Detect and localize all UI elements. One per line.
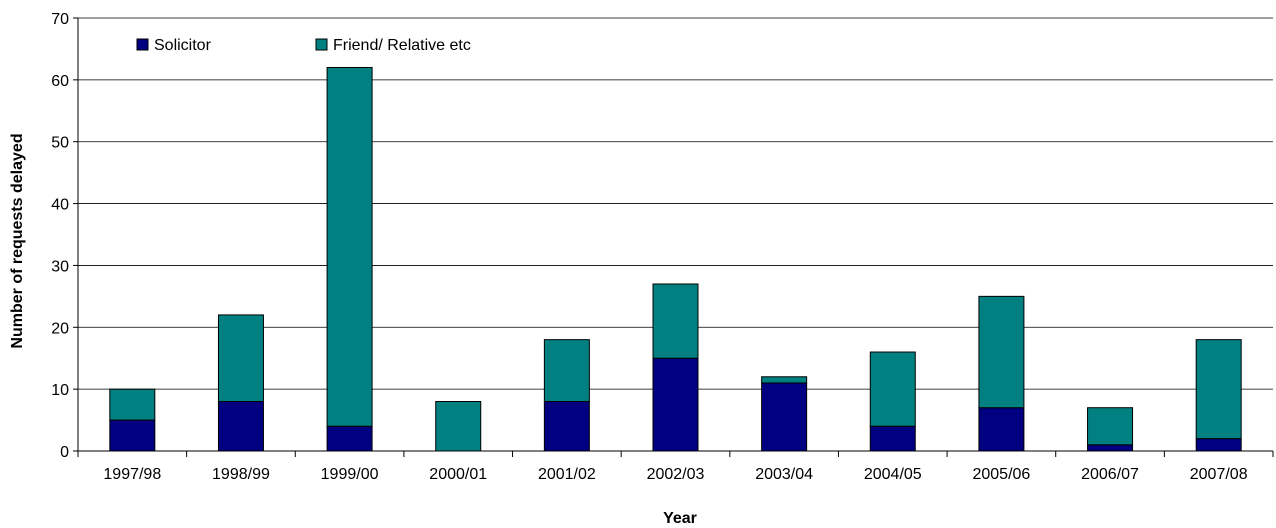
- x-tick-label: 2004/05: [864, 466, 922, 483]
- bar-solicitor-2002-03: [652, 357, 699, 452]
- bar-solicitor-2004-05: [869, 425, 916, 452]
- bar-solicitor-1998-99: [217, 401, 264, 452]
- legend: Solicitor Friend/ Relative etc: [136, 37, 471, 54]
- gridlines: [78, 17, 1273, 390]
- bar-solicitor-2005-06: [978, 407, 1025, 452]
- legend-swatch-friend-relative: [315, 38, 328, 51]
- bar-solicitor-2006-07: [1087, 444, 1134, 452]
- bar-friend-relative-2001-02: [543, 339, 590, 403]
- bar-friend-relative-1998-99: [217, 314, 264, 403]
- bar-friend-relative-1999-00: [326, 66, 373, 427]
- bar-friend-relative-2002-03: [652, 283, 699, 359]
- bar-solicitor-2001-02: [543, 401, 590, 452]
- y-tick-label: 70: [51, 11, 69, 28]
- bar-friend-relative-2007-08: [1195, 339, 1242, 440]
- x-tick-label: 2001/02: [538, 466, 596, 483]
- y-tick-label: 40: [51, 197, 69, 214]
- legend-label-friend-relative: Friend/ Relative etc: [333, 37, 471, 54]
- y-tick-label: 60: [51, 73, 69, 90]
- y-axis-title: Number of requests delayed: [9, 133, 26, 348]
- y-tick-label: 50: [51, 135, 69, 152]
- x-tick-label: 2002/03: [647, 466, 705, 483]
- bars: [109, 66, 1242, 452]
- x-axis-title: Year: [663, 510, 697, 527]
- bar-solicitor-1999-00: [326, 425, 373, 452]
- bar-friend-relative-2003-04: [761, 376, 808, 384]
- x-tick-label: 2007/08: [1190, 466, 1248, 483]
- x-tick-label: 2003/04: [755, 466, 813, 483]
- bar-friend-relative-2005-06: [978, 295, 1025, 409]
- y-tick-label: 10: [51, 382, 69, 399]
- y-tick-label: 0: [60, 444, 69, 461]
- y-tick-label: 20: [51, 320, 69, 337]
- bar-friend-relative-2006-07: [1087, 407, 1134, 446]
- legend-label-solicitor: Solicitor: [154, 37, 212, 54]
- x-ticks: 1997/98 1998/99 1999/00 2000/01 2001/02 2002/…: [77, 451, 1274, 483]
- bar-friend-relative-2000-01: [435, 401, 482, 452]
- y-tick-label: 30: [51, 258, 69, 275]
- x-tick-label: 2000/01: [429, 466, 487, 483]
- bar-friend-relative-2004-05: [869, 351, 916, 427]
- x-tick-label: 1997/98: [103, 466, 161, 483]
- bar-solicitor-2007-08: [1195, 438, 1242, 452]
- legend-swatch-solicitor: [136, 38, 149, 51]
- y-ticks: 0 10 20 30 40 50 60 70: [51, 11, 78, 461]
- x-tick-label: 2006/07: [1081, 466, 1139, 483]
- bar-solicitor-1997-98: [109, 419, 156, 452]
- x-tick-label: 1999/00: [321, 466, 379, 483]
- bar-friend-relative-1997-98: [109, 388, 156, 421]
- bar-solicitor-2003-04: [761, 382, 808, 452]
- x-tick-label: 1998/99: [212, 466, 270, 483]
- x-tick-label: 2005/06: [972, 466, 1030, 483]
